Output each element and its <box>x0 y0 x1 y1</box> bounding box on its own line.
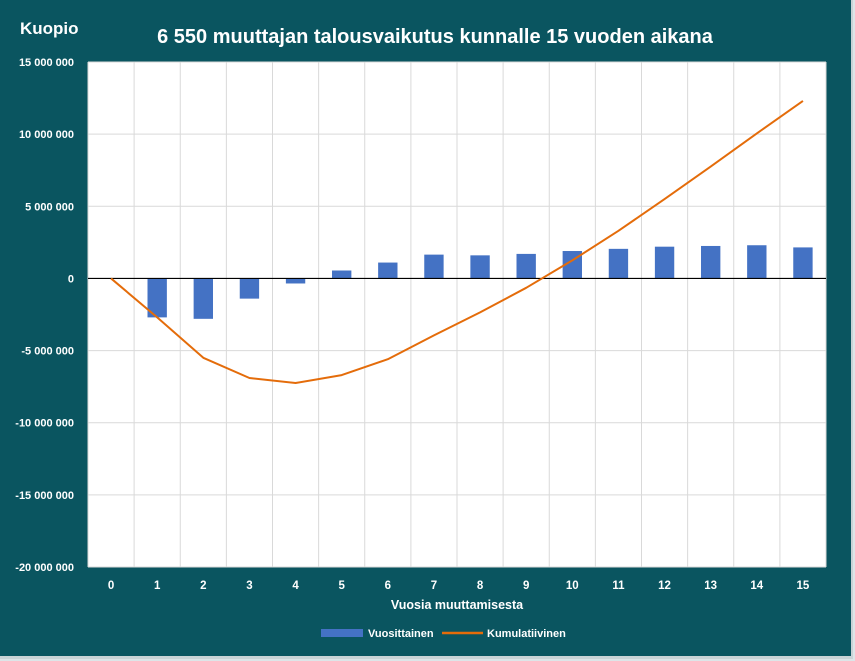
bar <box>424 254 444 279</box>
bar <box>470 255 490 279</box>
cumulative-line <box>110 100 804 385</box>
x-tick-label: 2 <box>200 580 206 592</box>
x-tick-label: 1 <box>154 580 161 592</box>
x-tick-label: 13 <box>704 580 717 592</box>
bar <box>193 278 213 319</box>
x-axis-ticks: 0 1 2 3 4 5 6 7 8 9 10 11 12 13 14 15 <box>108 580 810 592</box>
y-tick-label: -5 000 000 <box>21 346 74 358</box>
legend: Vuosittainen Kumulatiivinen <box>321 628 566 640</box>
bar <box>332 270 352 279</box>
bar <box>701 245 721 279</box>
bar <box>516 253 536 279</box>
y-tick-label: 5 000 000 <box>25 201 74 213</box>
city-label: Kuopio <box>20 19 79 38</box>
x-tick-label: 3 <box>246 580 252 592</box>
x-tick-label: 11 <box>612 580 625 592</box>
y-tick-label: -20 000 000 <box>15 562 74 574</box>
x-tick-label: 8 <box>477 580 484 592</box>
x-tick-label: 0 <box>108 580 114 592</box>
y-tick-label: 15 000 000 <box>19 57 74 69</box>
bar <box>654 246 675 279</box>
x-tick-label: 6 <box>385 580 391 592</box>
bar <box>285 278 306 284</box>
bar <box>378 262 398 279</box>
y-tick-label: 0 <box>68 273 74 285</box>
y-tick-label: -15 000 000 <box>15 490 74 502</box>
y-tick-label: 10 000 000 <box>19 129 74 141</box>
legend-bar-label: Vuosittainen <box>368 628 434 640</box>
x-tick-label: 9 <box>523 580 529 592</box>
legend-bar-swatch <box>321 629 363 637</box>
bar <box>147 278 167 318</box>
bar-series <box>147 245 813 319</box>
legend-line-label: Kumulatiivinen <box>487 628 566 640</box>
x-axis-label: Vuosia muuttamisesta <box>391 598 524 612</box>
bar <box>608 248 629 279</box>
x-tick-label: 12 <box>658 580 671 592</box>
bar <box>239 278 260 299</box>
bar <box>793 247 813 279</box>
bar <box>747 245 767 279</box>
x-tick-label: 4 <box>292 580 299 592</box>
x-tick-label: 5 <box>338 580 345 592</box>
chart-title: 6 550 muuttajan talousvaikutus kunnalle … <box>157 26 714 48</box>
x-tick-label: 15 <box>797 580 810 592</box>
line-series <box>110 100 804 385</box>
y-axis-ticks: 15 000 000 10 000 000 5 000 000 0 -5 000 000… <box>15 57 74 574</box>
x-tick-label: 14 <box>750 580 763 592</box>
y-tick-label: -10 000 000 <box>15 418 74 430</box>
x-tick-label: 10 <box>566 580 579 592</box>
x-tick-label: 7 <box>431 580 437 592</box>
gridlines <box>87 61 827 568</box>
